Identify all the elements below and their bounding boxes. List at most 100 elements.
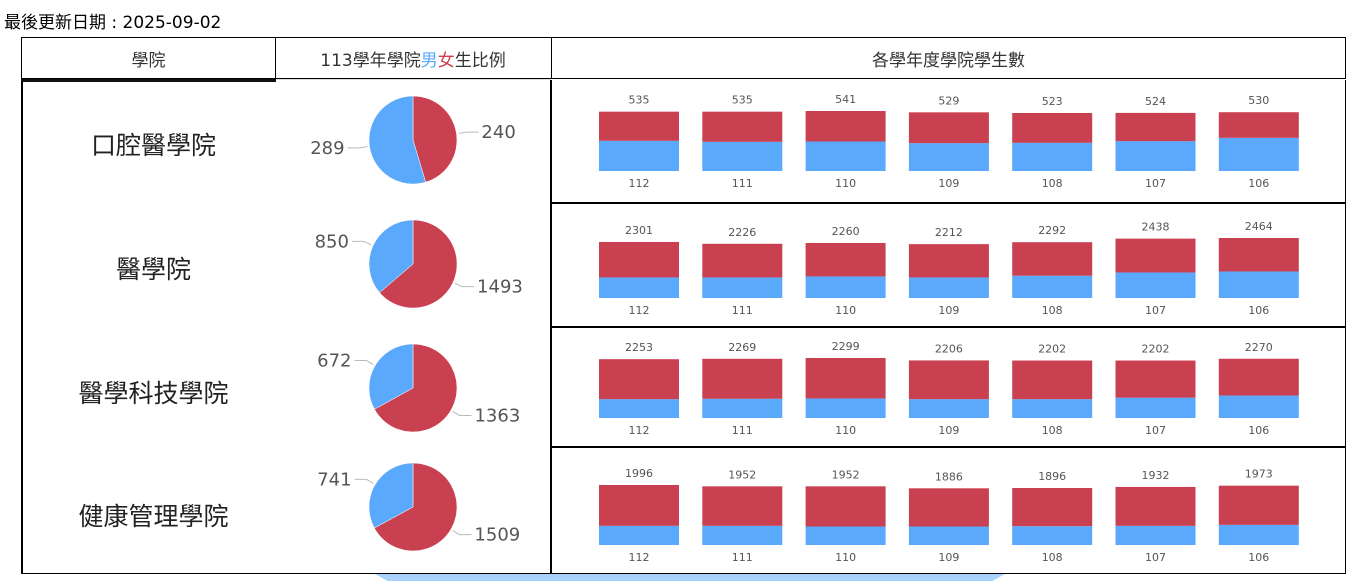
pie-label-male: 672 xyxy=(317,351,351,372)
bar-year-label: 112 xyxy=(629,304,650,317)
college-list-box xyxy=(21,80,551,574)
bar-year-label: 110 xyxy=(835,304,856,317)
bar-male xyxy=(599,525,679,545)
bar-total-label: 535 xyxy=(629,94,650,107)
header-ratio-suffix: 生比例 xyxy=(454,50,506,71)
bar-total-label: 1886 xyxy=(935,470,963,483)
bar-female xyxy=(805,486,886,527)
divider xyxy=(21,79,276,82)
bar-panel: 1996 112 1952 111 1952 110 1886 109 1896 108 1932 1… xyxy=(551,446,1346,574)
pie-label-female: 1493 xyxy=(477,277,523,298)
bar-chart: 2301 112 2226 111 2260 110 2212 109 2292 108 2438 1… xyxy=(599,220,1299,317)
bar-year-label: 107 xyxy=(1145,304,1166,317)
bar-male xyxy=(1115,525,1196,545)
bar-year-label: 108 xyxy=(1042,551,1063,564)
bar-male xyxy=(1218,524,1299,545)
bar-total-label: 2269 xyxy=(728,341,756,354)
bar-year-label: 107 xyxy=(1145,424,1166,437)
bar-male xyxy=(702,141,783,171)
bar-year-label: 112 xyxy=(629,424,650,437)
pie-slice-male xyxy=(368,95,426,185)
bar-total-label: 530 xyxy=(1248,94,1269,107)
pie-leader-line xyxy=(354,478,374,484)
bar-total-label: 523 xyxy=(1042,95,1063,108)
bar-female xyxy=(1115,360,1196,398)
bar-male xyxy=(908,143,989,171)
bar-panel: 535 112 535 111 541 110 529 109 523 108 524 107 530 1… xyxy=(551,80,1346,203)
bar-male xyxy=(1218,137,1299,171)
college-name: 醫學院 xyxy=(115,255,191,284)
college-name: 口腔醫學院 xyxy=(90,131,216,160)
bar-total-label: 2202 xyxy=(1038,343,1066,356)
pie-slice-female xyxy=(379,219,458,309)
bar-male xyxy=(1115,141,1196,171)
bar-year-label: 111 xyxy=(732,304,753,317)
bar-male xyxy=(908,526,989,545)
header-counts-label: 各學年度學院學生數 xyxy=(872,50,1025,71)
pie-leader-line xyxy=(452,410,472,416)
bar-total-label: 541 xyxy=(835,93,856,106)
bar-male xyxy=(1115,397,1196,418)
bar-total-label: 2301 xyxy=(625,224,653,237)
bar-female xyxy=(1012,242,1093,276)
pie-leader-line xyxy=(347,146,368,149)
bar-year-label: 109 xyxy=(938,304,959,317)
bar-male xyxy=(805,526,886,545)
bar-panel: 2301 112 2226 111 2260 110 2212 109 2292 108 2438 1… xyxy=(551,202,1346,327)
bar-total-label: 2438 xyxy=(1142,221,1170,234)
bar-male xyxy=(805,141,886,171)
bar-total-label: 2299 xyxy=(832,340,860,353)
bar-year-label: 110 xyxy=(835,177,856,190)
bar-total-label: 2226 xyxy=(728,226,756,239)
bar-male xyxy=(805,398,886,418)
bar-female xyxy=(1012,360,1093,400)
bar-female xyxy=(908,112,989,144)
pie-leader-line xyxy=(351,240,372,246)
bar-total-label: 2212 xyxy=(935,226,963,239)
bar-male xyxy=(1012,275,1093,298)
pie-label-female: 1363 xyxy=(474,405,520,426)
bar-female xyxy=(1115,238,1196,273)
bar-total-label: 1996 xyxy=(625,467,653,480)
bar-female xyxy=(702,111,783,142)
header-ratio-female: 女 xyxy=(437,50,455,71)
bar-total-label: 1973 xyxy=(1245,468,1273,481)
pie-slice-male xyxy=(368,343,414,410)
bar-female xyxy=(805,111,886,142)
last-updated-date: 最後更新日期 : 2025-09-02 xyxy=(4,13,222,33)
bar-male xyxy=(599,399,679,418)
bar-male xyxy=(908,277,989,298)
bar-total-label: 524 xyxy=(1145,95,1166,108)
bar-year-label: 106 xyxy=(1248,551,1269,564)
pie-slice-female xyxy=(374,343,458,433)
bar-year-label: 109 xyxy=(938,424,959,437)
bar-year-label: 110 xyxy=(835,551,856,564)
bar-female xyxy=(1218,485,1299,525)
bar-male xyxy=(805,276,886,298)
bar-year-label: 108 xyxy=(1042,304,1063,317)
bar-year-label: 110 xyxy=(835,424,856,437)
bar-female xyxy=(599,485,679,526)
bar-female xyxy=(702,486,783,526)
header-ratio-male: 男 xyxy=(420,50,438,71)
bar-male xyxy=(702,398,783,418)
bar-male xyxy=(1115,272,1196,298)
bar-chart: 535 112 535 111 541 110 529 109 523 108 524 107 530 1… xyxy=(599,93,1299,190)
bar-chart: 2253 112 2269 111 2299 110 2206 109 2202 108 2202 1… xyxy=(599,340,1299,437)
bar-year-label: 106 xyxy=(1248,424,1269,437)
bar-total-label: 1952 xyxy=(832,468,860,481)
bar-total-label: 529 xyxy=(938,94,959,107)
bar-total-label: 2253 xyxy=(625,341,653,354)
bar-female xyxy=(599,241,679,278)
bar-male xyxy=(1012,142,1093,171)
pie-leader-line xyxy=(354,360,374,366)
divider xyxy=(276,79,551,80)
pie-label-female: 1509 xyxy=(474,525,520,546)
bar-year-label: 108 xyxy=(1042,424,1063,437)
header-student-counts: 各學年度學院學生數 xyxy=(551,37,1346,79)
pie-label-male: 741 xyxy=(317,469,351,490)
bar-year-label: 106 xyxy=(1248,177,1269,190)
bar-male xyxy=(1218,395,1299,418)
bar-chart: 1996 112 1952 111 1952 110 1886 109 1896 108 1932 1… xyxy=(599,467,1299,564)
bar-year-label: 112 xyxy=(629,551,650,564)
